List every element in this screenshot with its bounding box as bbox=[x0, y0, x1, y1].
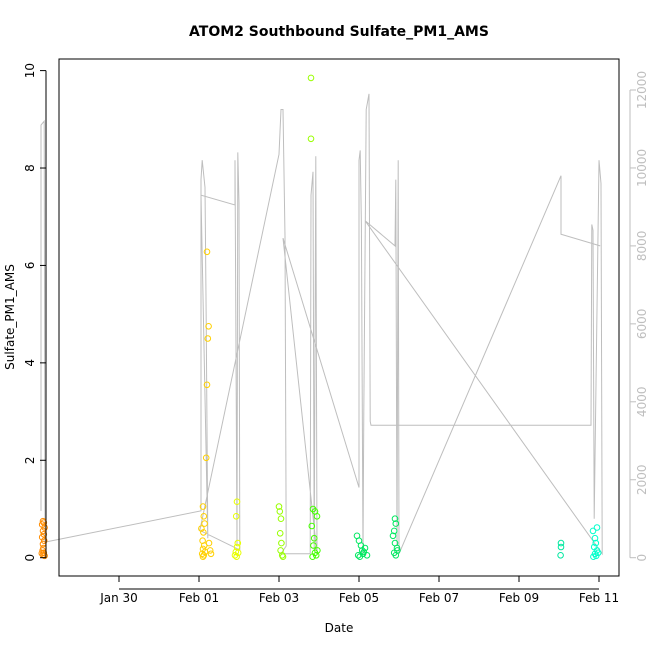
x-tick-label: Feb 05 bbox=[339, 591, 379, 605]
x-tick-label: Feb 09 bbox=[499, 591, 539, 605]
data-point bbox=[310, 542, 317, 549]
y2-tick-label: 6000 bbox=[635, 309, 649, 340]
data-point bbox=[206, 547, 214, 554]
data-point bbox=[233, 498, 241, 506]
data-point bbox=[233, 553, 240, 561]
data-point bbox=[276, 530, 284, 537]
data-point bbox=[307, 135, 315, 143]
y-tick-label: 6 bbox=[23, 262, 37, 270]
data-point bbox=[203, 381, 211, 389]
data-point bbox=[356, 553, 364, 561]
data-point bbox=[40, 537, 48, 545]
data-point bbox=[590, 553, 597, 561]
data-point bbox=[201, 520, 208, 527]
data-point bbox=[234, 549, 242, 557]
y-tick-label: 2 bbox=[23, 456, 37, 464]
y2-tick-label: 8000 bbox=[635, 231, 649, 262]
y-axis-label: Sulfate_PM1_AMS bbox=[3, 264, 17, 370]
data-point bbox=[200, 552, 208, 559]
data-point bbox=[198, 525, 205, 532]
data-point bbox=[361, 544, 369, 552]
secondary-series bbox=[40, 93, 603, 556]
data-point bbox=[557, 552, 564, 559]
data-point bbox=[200, 513, 208, 520]
data-point bbox=[199, 545, 207, 553]
data-point bbox=[205, 323, 212, 330]
data-point bbox=[199, 503, 207, 510]
data-point bbox=[200, 529, 207, 536]
data-point bbox=[38, 550, 46, 557]
data-point bbox=[40, 519, 48, 526]
data-point bbox=[592, 539, 600, 547]
data-point bbox=[202, 454, 210, 462]
data-point bbox=[199, 537, 206, 545]
data-point bbox=[207, 550, 215, 558]
data-point bbox=[308, 522, 316, 530]
data-point bbox=[232, 513, 240, 520]
data-point bbox=[205, 539, 213, 547]
data-point bbox=[393, 544, 401, 552]
data-point bbox=[363, 552, 371, 559]
data-point bbox=[360, 548, 368, 556]
data-point bbox=[594, 549, 602, 557]
scatter-points bbox=[38, 74, 602, 561]
y-tick-label: 0 bbox=[23, 554, 37, 562]
data-point bbox=[589, 527, 597, 535]
data-point bbox=[354, 552, 362, 559]
data-point bbox=[234, 539, 242, 547]
data-point bbox=[394, 547, 401, 554]
y-tick-label: 4 bbox=[23, 359, 37, 367]
y2-tick-label: 10000 bbox=[635, 149, 649, 187]
y-tick-label: 8 bbox=[23, 164, 37, 172]
data-point bbox=[307, 74, 315, 82]
axes: 0 2 4 6 8 10 0 2000 4000 6000 8000 10000 12000 Jan 30… bbox=[23, 63, 649, 605]
y2-tick-label: 2000 bbox=[635, 464, 649, 495]
data-point bbox=[38, 533, 46, 541]
data-point bbox=[278, 539, 285, 547]
data-point bbox=[314, 547, 321, 554]
chart-title: ATOM2 Southbound Sulfate_PM1_AMS bbox=[189, 24, 489, 40]
data-point bbox=[591, 534, 599, 542]
data-point bbox=[279, 553, 287, 561]
x-tick-label: Feb 03 bbox=[259, 591, 299, 605]
data-point bbox=[204, 335, 212, 342]
data-point bbox=[557, 543, 565, 551]
data-point bbox=[203, 248, 211, 256]
data-point bbox=[277, 515, 285, 523]
data-point bbox=[391, 515, 399, 523]
data-point bbox=[309, 553, 316, 561]
data-point bbox=[389, 532, 397, 540]
data-point bbox=[392, 520, 400, 527]
secondary-series-line bbox=[40, 93, 603, 556]
x-tick-label: Jan 30 bbox=[99, 591, 138, 605]
data-point bbox=[557, 539, 565, 547]
data-point bbox=[310, 534, 318, 542]
x-axis-label: Date bbox=[325, 621, 354, 635]
data-point bbox=[593, 524, 601, 531]
data-point bbox=[41, 524, 48, 531]
y2-tick-label: 4000 bbox=[635, 387, 649, 418]
plot-frame bbox=[58, 58, 620, 577]
x-tick-label: Feb 07 bbox=[419, 591, 459, 605]
y2-tick-label: 12000 bbox=[635, 71, 649, 109]
data-point bbox=[313, 513, 321, 520]
data-point bbox=[276, 508, 284, 515]
x-tick-label: Feb 01 bbox=[179, 591, 219, 605]
x-tick-label: Feb 11 bbox=[579, 591, 619, 605]
y-tick-label: 10 bbox=[23, 63, 37, 78]
y2-tick-label: 0 bbox=[635, 554, 649, 562]
data-point bbox=[275, 503, 283, 510]
